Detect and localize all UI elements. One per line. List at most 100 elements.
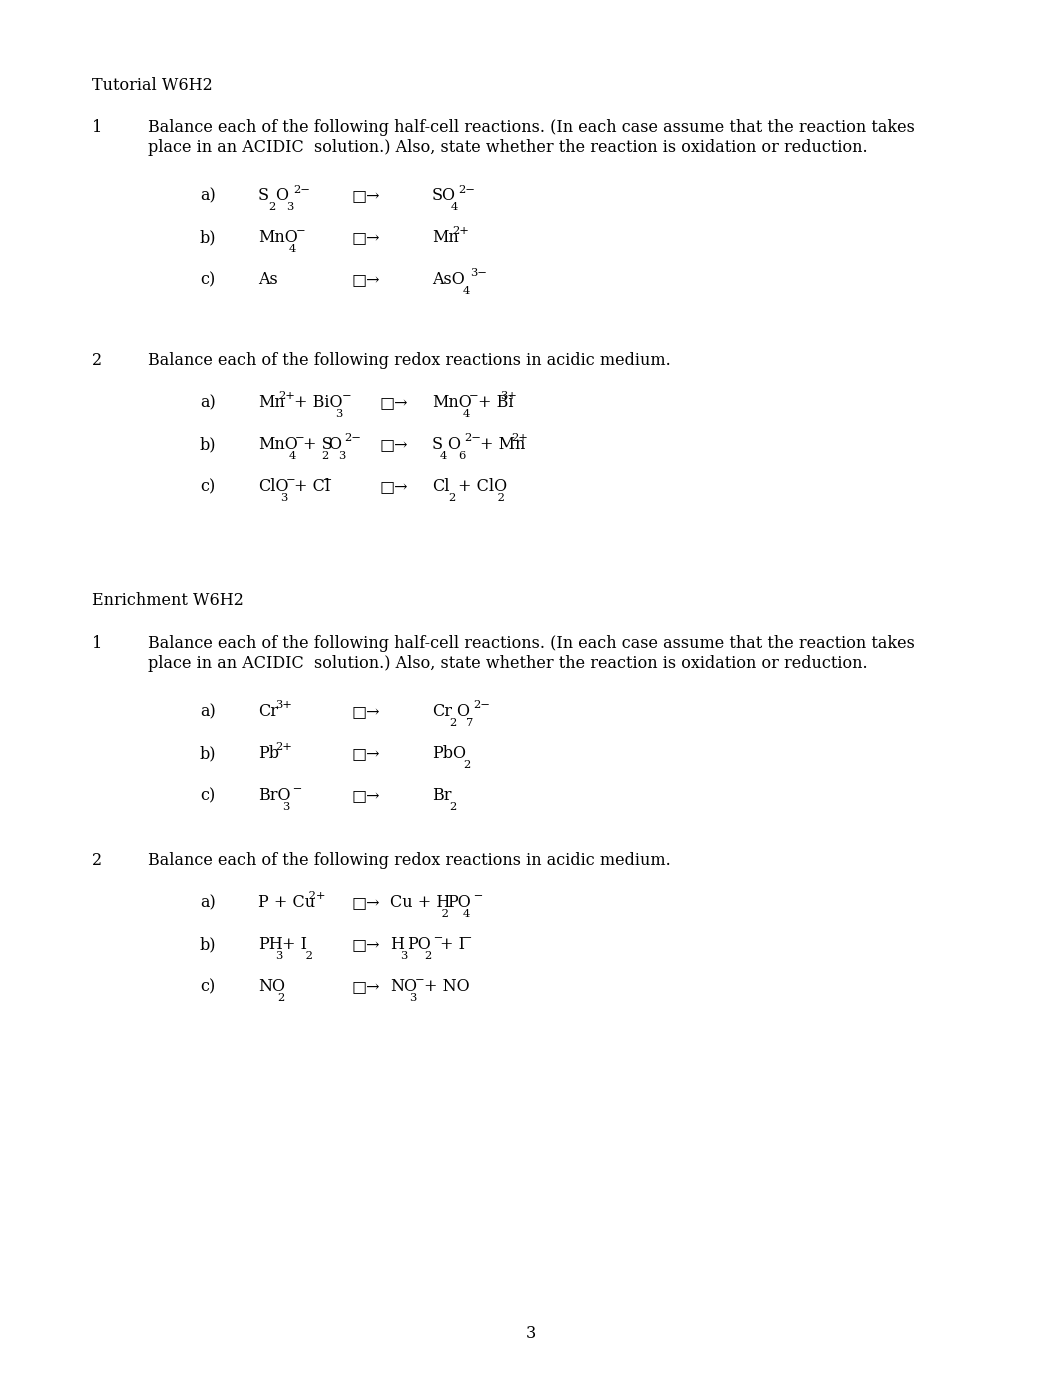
- Text: □→: □→: [352, 271, 380, 288]
- Text: b): b): [200, 936, 217, 953]
- Text: −: −: [286, 475, 295, 485]
- Text: −: −: [470, 891, 483, 901]
- Text: 2−: 2−: [458, 185, 475, 196]
- Text: AsO: AsO: [432, 271, 465, 288]
- Text: □→: □→: [352, 704, 380, 720]
- Text: 4: 4: [451, 202, 458, 212]
- Text: PO: PO: [447, 894, 470, 912]
- Text: + Mn: + Mn: [480, 437, 526, 453]
- Text: Pb: Pb: [258, 745, 279, 761]
- Text: −: −: [319, 475, 332, 485]
- Text: 2+: 2+: [305, 891, 325, 901]
- Text: 6: 6: [458, 452, 465, 461]
- Text: Balance each of the following half-cell reactions. (In each case assume that the: Balance each of the following half-cell …: [148, 635, 914, 651]
- Text: b): b): [200, 745, 217, 761]
- Text: + I: + I: [440, 936, 465, 953]
- Text: 2−: 2−: [344, 432, 361, 443]
- Text: PbO: PbO: [432, 745, 466, 761]
- Text: −: −: [430, 934, 443, 943]
- Text: □→: □→: [352, 978, 380, 996]
- Text: c): c): [200, 478, 216, 494]
- Text: 2: 2: [424, 952, 431, 961]
- Text: Cl: Cl: [432, 478, 449, 494]
- Text: 2−: 2−: [473, 700, 490, 711]
- Text: BrO: BrO: [258, 788, 291, 804]
- Text: PO: PO: [407, 936, 431, 953]
- Text: −: −: [342, 391, 352, 401]
- Text: O: O: [275, 187, 288, 204]
- Text: 2: 2: [449, 717, 457, 728]
- Text: MnO: MnO: [258, 229, 297, 246]
- Text: O: O: [447, 437, 460, 453]
- Text: 4: 4: [440, 452, 447, 461]
- Text: 3: 3: [409, 993, 416, 1002]
- Text: SO: SO: [432, 187, 456, 204]
- Text: 7: 7: [466, 717, 474, 728]
- Text: Br: Br: [432, 788, 451, 804]
- Text: a): a): [200, 704, 216, 720]
- Text: Mn: Mn: [258, 394, 285, 410]
- Text: O: O: [328, 437, 341, 453]
- Text: −: −: [295, 432, 305, 443]
- Text: Cu + H: Cu + H: [390, 894, 450, 912]
- Text: + BiO: + BiO: [294, 394, 343, 410]
- Text: S: S: [258, 187, 269, 204]
- Text: + Bi: + Bi: [478, 394, 514, 410]
- Text: a): a): [200, 187, 216, 204]
- Text: b): b): [200, 437, 217, 453]
- Text: b): b): [200, 229, 217, 246]
- Text: 4: 4: [289, 452, 296, 461]
- Text: □→: □→: [380, 394, 409, 410]
- Text: As: As: [258, 271, 278, 288]
- Text: 2: 2: [92, 852, 102, 869]
- Text: −: −: [289, 784, 303, 795]
- Text: 3: 3: [280, 493, 287, 503]
- Text: 4: 4: [463, 409, 470, 419]
- Text: 2+: 2+: [275, 742, 292, 752]
- Text: 3+: 3+: [500, 391, 517, 401]
- Text: 2: 2: [438, 909, 449, 918]
- Text: O: O: [456, 704, 469, 720]
- Text: 3: 3: [526, 1325, 536, 1343]
- Text: □→: □→: [352, 894, 380, 912]
- Text: Mn: Mn: [432, 229, 459, 246]
- Text: 2: 2: [494, 493, 504, 503]
- Text: P + Cu: P + Cu: [258, 894, 315, 912]
- Text: □→: □→: [352, 788, 380, 804]
- Text: 2+: 2+: [511, 432, 528, 443]
- Text: + NO: + NO: [424, 978, 469, 996]
- Text: 2: 2: [92, 353, 102, 369]
- Text: Enrichment W6H2: Enrichment W6H2: [92, 592, 244, 609]
- Text: 3: 3: [282, 801, 289, 812]
- Text: Balance each of the following redox reactions in acidic medium.: Balance each of the following redox reac…: [148, 353, 671, 369]
- Text: 3: 3: [275, 952, 282, 961]
- Text: □→: □→: [352, 229, 380, 246]
- Text: 2+: 2+: [452, 226, 469, 235]
- Text: S: S: [432, 437, 443, 453]
- Text: □→: □→: [380, 437, 409, 453]
- Text: 3: 3: [286, 202, 293, 212]
- Text: Tutorial W6H2: Tutorial W6H2: [92, 77, 212, 94]
- Text: 2: 2: [448, 493, 456, 503]
- Text: MnO: MnO: [258, 437, 297, 453]
- Text: −: −: [469, 391, 479, 401]
- Text: 3: 3: [335, 409, 342, 419]
- Text: c): c): [200, 788, 216, 804]
- Text: 3−: 3−: [470, 269, 486, 278]
- Text: Balance each of the following half-cell reactions. (In each case assume that the: Balance each of the following half-cell …: [148, 118, 914, 136]
- Text: 4: 4: [289, 244, 296, 253]
- Text: 3+: 3+: [275, 700, 292, 711]
- Text: + Cl: + Cl: [294, 478, 330, 494]
- Text: □→: □→: [352, 745, 380, 761]
- Text: PH: PH: [258, 936, 282, 953]
- Text: Cr: Cr: [432, 704, 452, 720]
- Text: c): c): [200, 271, 216, 288]
- Text: c): c): [200, 978, 216, 996]
- Text: Cr: Cr: [258, 704, 278, 720]
- Text: + S: + S: [303, 437, 332, 453]
- Text: 2: 2: [268, 202, 275, 212]
- Text: □→: □→: [352, 187, 380, 204]
- Text: □→: □→: [380, 478, 409, 494]
- Text: 1: 1: [92, 118, 102, 136]
- Text: 2: 2: [463, 760, 470, 770]
